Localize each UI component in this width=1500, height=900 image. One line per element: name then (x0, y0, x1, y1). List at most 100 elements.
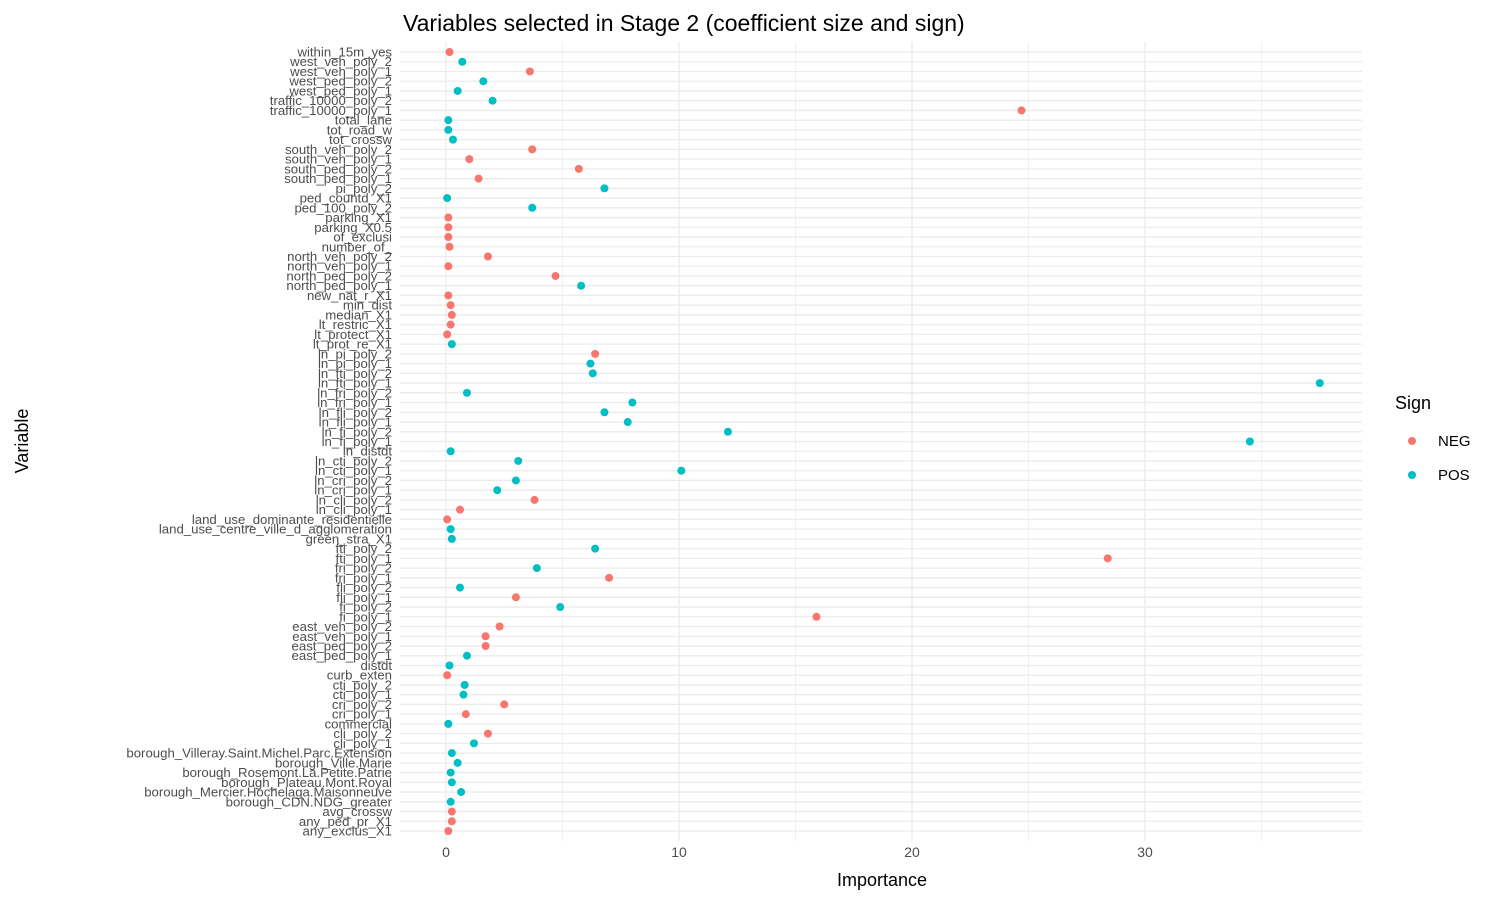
y-tick-label: ped_100_poly_2 (294, 200, 392, 215)
y-tick-label: north_veh_poly_2 (287, 249, 392, 264)
y-tick-label: ln_cri_poly_2 (314, 473, 392, 488)
data-point-pos (459, 690, 468, 699)
data-point-pos (446, 797, 455, 806)
data-point-neg (591, 349, 600, 358)
y-tick-label: distdt (360, 658, 392, 673)
data-point-neg (495, 622, 504, 631)
y-tick-label: east_veh_poly_1 (292, 629, 392, 644)
data-point-pos (447, 534, 456, 543)
y-tick-label: cli_poly_2 (333, 726, 392, 741)
y-tick-label: ln_cti_poly_2 (315, 453, 392, 468)
y-tick-label: east_ped_poly_2 (292, 638, 392, 653)
data-point-neg (444, 262, 453, 271)
data-point-neg (812, 612, 821, 621)
y-tick-label: cli_poly_1 (333, 736, 392, 751)
data-point-pos (453, 86, 462, 95)
y-axis-label: Variable (12, 409, 32, 474)
y-tick-label: fti_poly_1 (336, 551, 392, 566)
data-point-pos (511, 476, 520, 485)
y-tick-label: lt_prot_re_X1 (313, 337, 392, 352)
data-point-neg (525, 67, 534, 76)
y-tick-label: ln_fti_poly_1 (318, 376, 392, 391)
y-tick-label: ln_cri_poly_1 (314, 483, 392, 498)
y-tick-label: traffic_10000_poly_1 (270, 103, 392, 118)
y-tick-label: land_use_centre_ville_d_agglomeration (159, 522, 392, 537)
y-tick-label: fti_poly_2 (336, 541, 392, 556)
data-point-neg (1103, 554, 1112, 563)
data-point-pos (462, 651, 471, 660)
data-point-pos (1245, 437, 1254, 446)
data-point-pos (444, 125, 453, 134)
y-tick-label: west_veh_poly_2 (289, 54, 392, 69)
data-point-pos (446, 447, 455, 456)
y-tick-label: land_use_dominante_residentielle (192, 512, 392, 527)
chart-title: Variables selected in Stage 2 (coefficie… (403, 10, 965, 36)
data-points (443, 48, 1324, 835)
data-point-neg (511, 593, 520, 602)
y-tick-label: of_exclusi (333, 230, 392, 245)
data-point-pos (460, 680, 469, 689)
legend-label-pos: POS (1438, 467, 1470, 484)
data-point-neg (445, 48, 454, 56)
data-point-neg (444, 291, 453, 300)
y-tick-label: green_stra_X1 (305, 531, 392, 546)
y-tick-labels: within_15m_yeswest_veh_poly_2west_veh_po… (126, 45, 392, 839)
data-point-neg (605, 573, 614, 582)
data-point-pos (623, 418, 632, 427)
data-point-neg (444, 223, 453, 232)
legend-title: Sign (1395, 393, 1431, 413)
y-tick-label: ln_fi_poly_1 (322, 434, 392, 449)
y-tick-label: fli_poly_2 (336, 580, 392, 595)
x-tick-label: 10 (671, 844, 687, 860)
y-tick-label: fli_poly_1 (336, 590, 392, 605)
y-tick-label: ln_cli_poly_1 (316, 502, 392, 517)
x-tick-labels: 0 10 20 30 (442, 844, 1153, 860)
data-point-neg (481, 632, 490, 641)
gridlines (400, 42, 1362, 841)
y-tick-label: ln_cli_poly_2 (316, 492, 392, 507)
data-point-neg (483, 729, 492, 738)
y-tick-label: ln_fti_poly_2 (318, 366, 392, 381)
data-point-pos (488, 96, 497, 105)
y-tick-label: avg_crossw (322, 804, 392, 819)
data-point-neg (481, 641, 490, 650)
y-tick-label: north_ped_poly_2 (286, 268, 392, 283)
y-tick-label: total_lane (335, 113, 392, 128)
data-point-pos (446, 768, 455, 777)
y-tick-label: ln_fi_poly_2 (322, 424, 392, 439)
data-point-pos (591, 544, 600, 553)
data-point-pos (493, 486, 502, 495)
y-tick-label: west_ped_poly_1 (288, 83, 392, 98)
data-point-neg (443, 515, 452, 524)
legend-key-pos (1408, 471, 1416, 479)
y-tick-label: west_ped_poly_2 (288, 74, 392, 89)
y-tick-label: ln_pi_poly_2 (318, 346, 392, 361)
data-point-pos (600, 184, 609, 193)
data-point-pos (447, 340, 456, 349)
data-point-pos (444, 116, 453, 125)
data-point-pos (458, 57, 467, 66)
data-point-neg (447, 310, 456, 319)
legend-label-neg: NEG (1438, 433, 1471, 450)
y-tick-label: borough_Villeray.Saint.Michel.Parc.Exten… (126, 746, 392, 761)
y-tick-label: min_dist (343, 298, 392, 313)
data-point-pos (588, 369, 597, 378)
data-point-pos (586, 359, 595, 368)
y-tick-label: tot_road_w (327, 122, 393, 137)
data-point-neg (461, 710, 470, 719)
data-point-pos (444, 719, 453, 728)
y-tick-label: ln_fri_poly_1 (317, 395, 392, 410)
data-point-neg (530, 495, 539, 504)
y-tick-label: tot_crossw (329, 132, 393, 147)
y-tick-label: parking_X1 (325, 210, 392, 225)
y-tick-label: any_exclus_X1 (303, 824, 392, 839)
data-point-neg (528, 145, 537, 154)
y-tick-label: cti_poly_1 (333, 687, 392, 702)
data-point-neg (443, 671, 452, 680)
data-point-pos (455, 583, 464, 592)
data-point-neg (447, 807, 456, 816)
y-tick-label: new_nat_r_X1 (307, 288, 392, 303)
data-point-pos (469, 739, 478, 748)
y-tick-label: parking_X0.5 (314, 220, 392, 235)
